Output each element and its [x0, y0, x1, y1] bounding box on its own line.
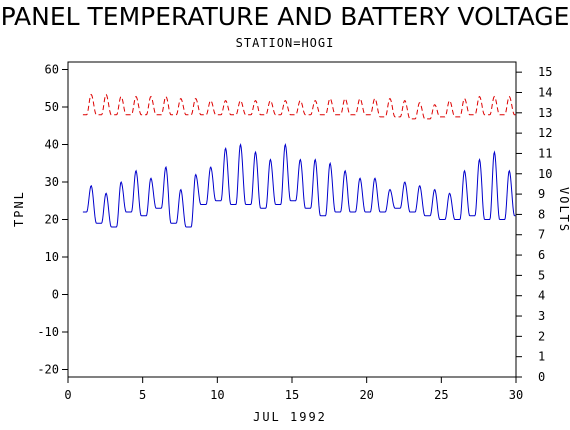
- chart-title: PANEL TEMPERATURE AND BATTERY VOLTAGE: [0, 2, 570, 31]
- y-tick-label-right: 11: [538, 146, 552, 160]
- y-tick-label-right: 8: [538, 207, 545, 221]
- y-tick-label-right: 5: [538, 268, 545, 282]
- y-tick-label-left: 10: [45, 250, 59, 264]
- y-tick-label-left: 20: [45, 213, 59, 227]
- y-tick-label-left: 0: [52, 288, 59, 302]
- y-tick-label-left: 60: [45, 63, 59, 77]
- y-tick-label-right: 13: [538, 106, 552, 120]
- y-tick-label-left: 40: [45, 138, 59, 152]
- x-tick-label: 10: [210, 388, 224, 402]
- y-tick-label-right: 15: [538, 65, 552, 79]
- y-tick-label-right: 4: [538, 289, 545, 303]
- y-tick-label-left: 50: [45, 100, 59, 114]
- y-tick-label-left: 30: [45, 175, 59, 189]
- y-tick-label-right: 0: [538, 370, 545, 384]
- y-tick-label-left: -20: [37, 363, 59, 377]
- y-tick-label-right: 12: [538, 126, 552, 140]
- y-tick-label-right: 14: [538, 85, 552, 99]
- battery-voltage-line: [82, 93, 516, 120]
- y-tick-label-right: 6: [538, 248, 545, 262]
- x-tick-label: 25: [434, 388, 448, 402]
- chart-subtitle: STATION=HOGI: [235, 36, 335, 50]
- plot-frame: [67, 61, 517, 378]
- y-tick-label-right: 2: [538, 329, 545, 343]
- y-tick-label-right: 9: [538, 187, 545, 201]
- panel-temperature-line: [82, 142, 516, 228]
- x-axis-label: JUL 1992: [253, 410, 327, 424]
- x-tick-label: 5: [139, 388, 146, 402]
- y-tick-label-right: 10: [538, 167, 552, 181]
- y-tick-label-left: -10: [37, 325, 59, 339]
- y-tick-label-right: 7: [538, 228, 545, 242]
- x-tick-label: 30: [509, 388, 523, 402]
- x-tick-label: 20: [359, 388, 373, 402]
- y-tick-label-right: 1: [538, 350, 545, 364]
- x-tick-label: 0: [64, 388, 71, 402]
- x-tick-label: 15: [285, 388, 299, 402]
- y-tick-label-right: 3: [538, 309, 545, 323]
